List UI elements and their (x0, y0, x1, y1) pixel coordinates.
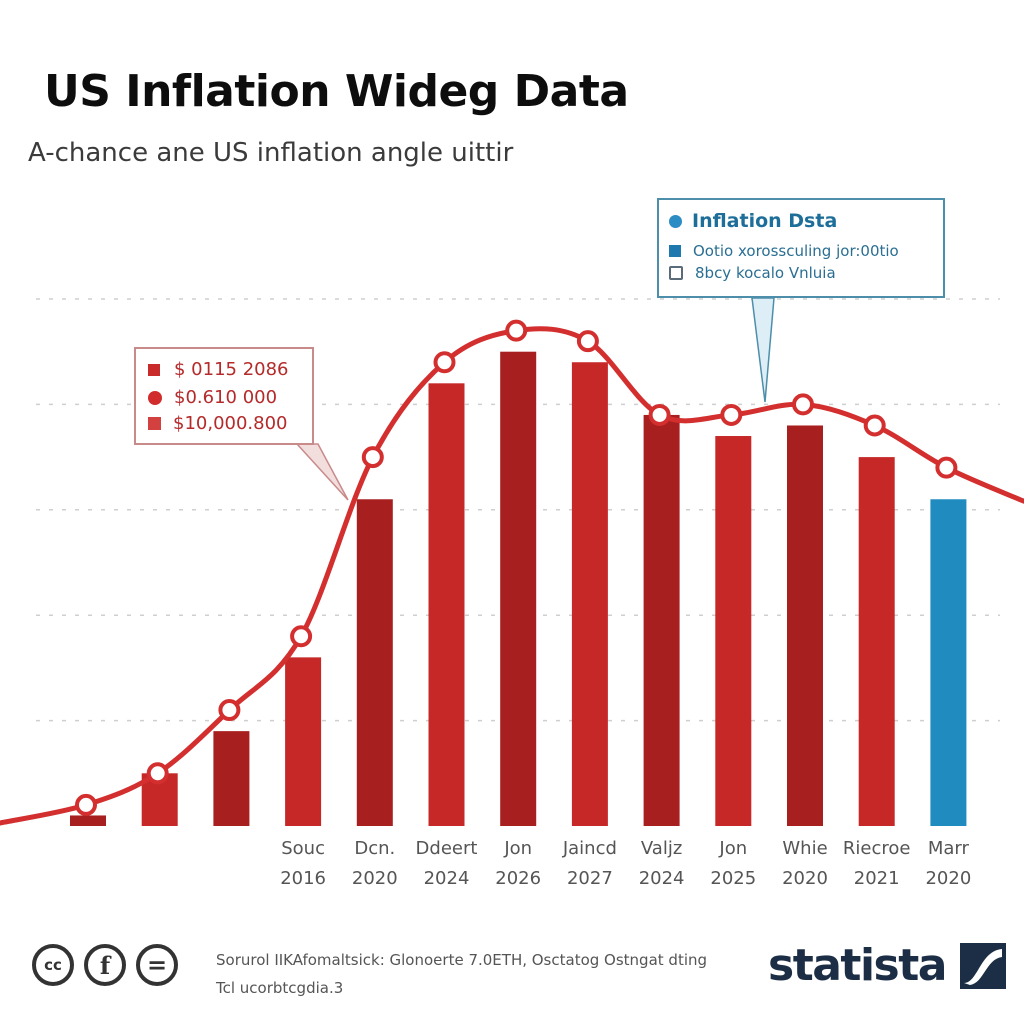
bar-highlighted (930, 499, 967, 826)
x-tick-label: Jaincd 2027 (545, 834, 635, 894)
bar (428, 383, 465, 826)
x-tick-year: 2020 (351, 868, 398, 889)
trend-point (75, 793, 97, 816)
trend-point (576, 330, 599, 353)
legend-item-label: $ 0115 2086 (174, 359, 289, 380)
trend-point (290, 625, 313, 648)
x-tick-month: Jon (719, 838, 748, 859)
trend-point (505, 319, 528, 342)
share-icon[interactable]: = (136, 944, 178, 986)
red-callout-pointer (295, 443, 349, 501)
brand-name: statista (768, 940, 947, 991)
legend-values: $ 0115 2086 $0.610 000 $10,000.800 (134, 347, 314, 445)
source-line-2: Tcl ucorbtcgdia.3 (216, 979, 344, 997)
x-tick-month: Marr (927, 838, 969, 859)
x-tick-year: 2021 (853, 868, 900, 889)
trend-point (792, 393, 814, 416)
square-icon (148, 363, 160, 376)
legend-item-label: $0.610 000 (174, 387, 278, 408)
trend-point (433, 351, 456, 374)
blue-callout-pointer (751, 297, 775, 403)
x-tick-label: Whie 2020 (760, 834, 850, 894)
statista-logo[interactable]: statista (768, 940, 1006, 991)
legend-item-label: 8bcy kocalo Vnluia (695, 264, 836, 282)
source-note: Sorurol IIKAfomaltsick: Glonoerte 7.0ETH… (216, 946, 707, 1002)
x-tick-month: Whie (782, 838, 828, 859)
footer-share-icons: cc f = (32, 944, 178, 986)
square-icon (148, 417, 161, 430)
x-tick-month: Dcn. (354, 838, 396, 859)
legend-title: Inflation Dsta (692, 210, 838, 232)
bar (643, 414, 680, 826)
legend-inflation-data: Inflation Dsta Ootio xorossculing jor:00… (657, 198, 945, 298)
trend-point (218, 699, 241, 722)
statista-logo-icon (959, 942, 1006, 989)
trend-line-series (0, 319, 1024, 826)
chart-title: US Inflation Wideg Data (44, 66, 629, 117)
x-axis-labels: Souc 2016 Dcn. 2020 Ddeert 2024 Jon 2026 Jaincd 2… (0, 834, 1024, 894)
x-tick-year: 2016 (280, 868, 326, 889)
trend-line (0, 326, 1024, 826)
bar (715, 436, 752, 826)
x-tick-label: Dcn. 2020 (330, 834, 420, 894)
legend-item-label: Ootio xorossculing jor:00tio (693, 242, 899, 260)
x-tick-label: Riecroe 2021 (832, 834, 922, 894)
x-tick-year: 2026 (495, 868, 542, 889)
x-tick-month: Riecroe (842, 838, 911, 859)
bar (356, 499, 393, 826)
source-line-1: Sorurol IIKAfomaltsick: Glonoerte 7.0ETH… (216, 951, 708, 969)
trend-point (935, 456, 958, 479)
x-tick-label: Jon 2025 (688, 834, 778, 894)
circle-icon (669, 214, 682, 228)
x-tick-year: 2024 (638, 868, 685, 889)
filled-square-icon (669, 245, 681, 257)
bar (213, 731, 250, 826)
creative-commons-icon[interactable]: cc (32, 944, 74, 986)
bar (500, 351, 537, 826)
bar-series (70, 351, 967, 826)
x-tick-month: Souc (281, 838, 325, 859)
x-tick-label: Souc 2016 (258, 834, 348, 894)
trend-point (648, 403, 671, 426)
x-tick-month: Valjz (640, 838, 683, 859)
bar (285, 657, 322, 826)
bar (787, 425, 823, 826)
trend-point (863, 414, 886, 437)
x-tick-label: Ddeert 2024 (402, 834, 492, 894)
x-tick-year: 2020 (782, 868, 828, 889)
circle-icon (148, 390, 162, 405)
x-tick-label: Marr 2020 (903, 834, 993, 894)
x-tick-year: 2020 (925, 868, 972, 889)
x-tick-month: Ddeert (415, 838, 478, 859)
outline-square-icon (669, 266, 683, 280)
x-tick-year: 2024 (423, 868, 470, 889)
bar (70, 815, 106, 826)
x-tick-label: Jon 2026 (473, 834, 563, 894)
x-tick-month: Jon (504, 838, 533, 859)
trend-point (720, 403, 743, 426)
x-tick-month: Jaincd (562, 838, 617, 859)
x-tick-label: Valjz 2024 (617, 834, 707, 894)
trend-point (146, 762, 169, 785)
trend-point (361, 446, 384, 469)
x-tick-year: 2025 (710, 868, 757, 889)
legend-item-label: $10,000.800 (173, 413, 288, 434)
bar (571, 362, 608, 826)
chart-subtitle: A-chance ane US inflation angle uittir (28, 138, 514, 168)
facebook-icon[interactable]: f (84, 944, 126, 986)
x-tick-year: 2027 (566, 868, 613, 889)
bar (858, 457, 895, 826)
